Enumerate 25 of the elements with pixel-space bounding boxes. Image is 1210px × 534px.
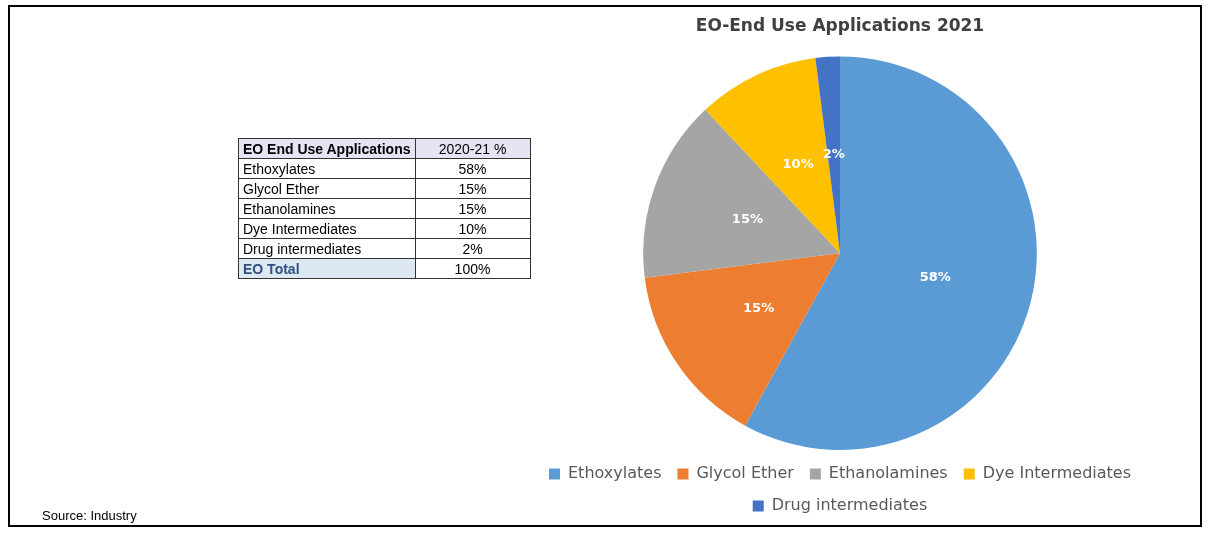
legend-label: Glycol Ether [696,463,795,483]
legend-label: Drug intermediates [771,495,928,515]
text: EO Total [238,258,416,279]
legend-label: Ethoxylates [568,463,662,483]
text: 100% [415,258,531,279]
category-label: Glycol Ether [243,180,320,197]
data-label: 15% [731,211,763,227]
category-label: Dye Intermediates [243,220,357,237]
text: 58% [458,160,487,177]
legend-label: Ethanolamines [828,463,948,483]
category-label: Ethanolamines [243,200,336,217]
category-label: Drug intermediates [243,240,362,257]
text: 15% [458,200,487,217]
chart-title: EO-End Use Applications 2021 [695,14,985,35]
data-label: 10% [782,155,814,171]
text: 10% [458,220,487,237]
data-label: 15% [743,299,775,315]
data-label: 58% [919,269,951,285]
text: 15% [458,180,487,197]
text: 2020-21 % [415,138,531,159]
text: 2% [462,240,483,257]
source-note: Source: Industry [42,508,137,523]
text: EO End Use Applications [238,138,416,159]
category-label: Ethoxylates [243,160,316,177]
legend-label: Dye Intermediates [982,463,1131,483]
